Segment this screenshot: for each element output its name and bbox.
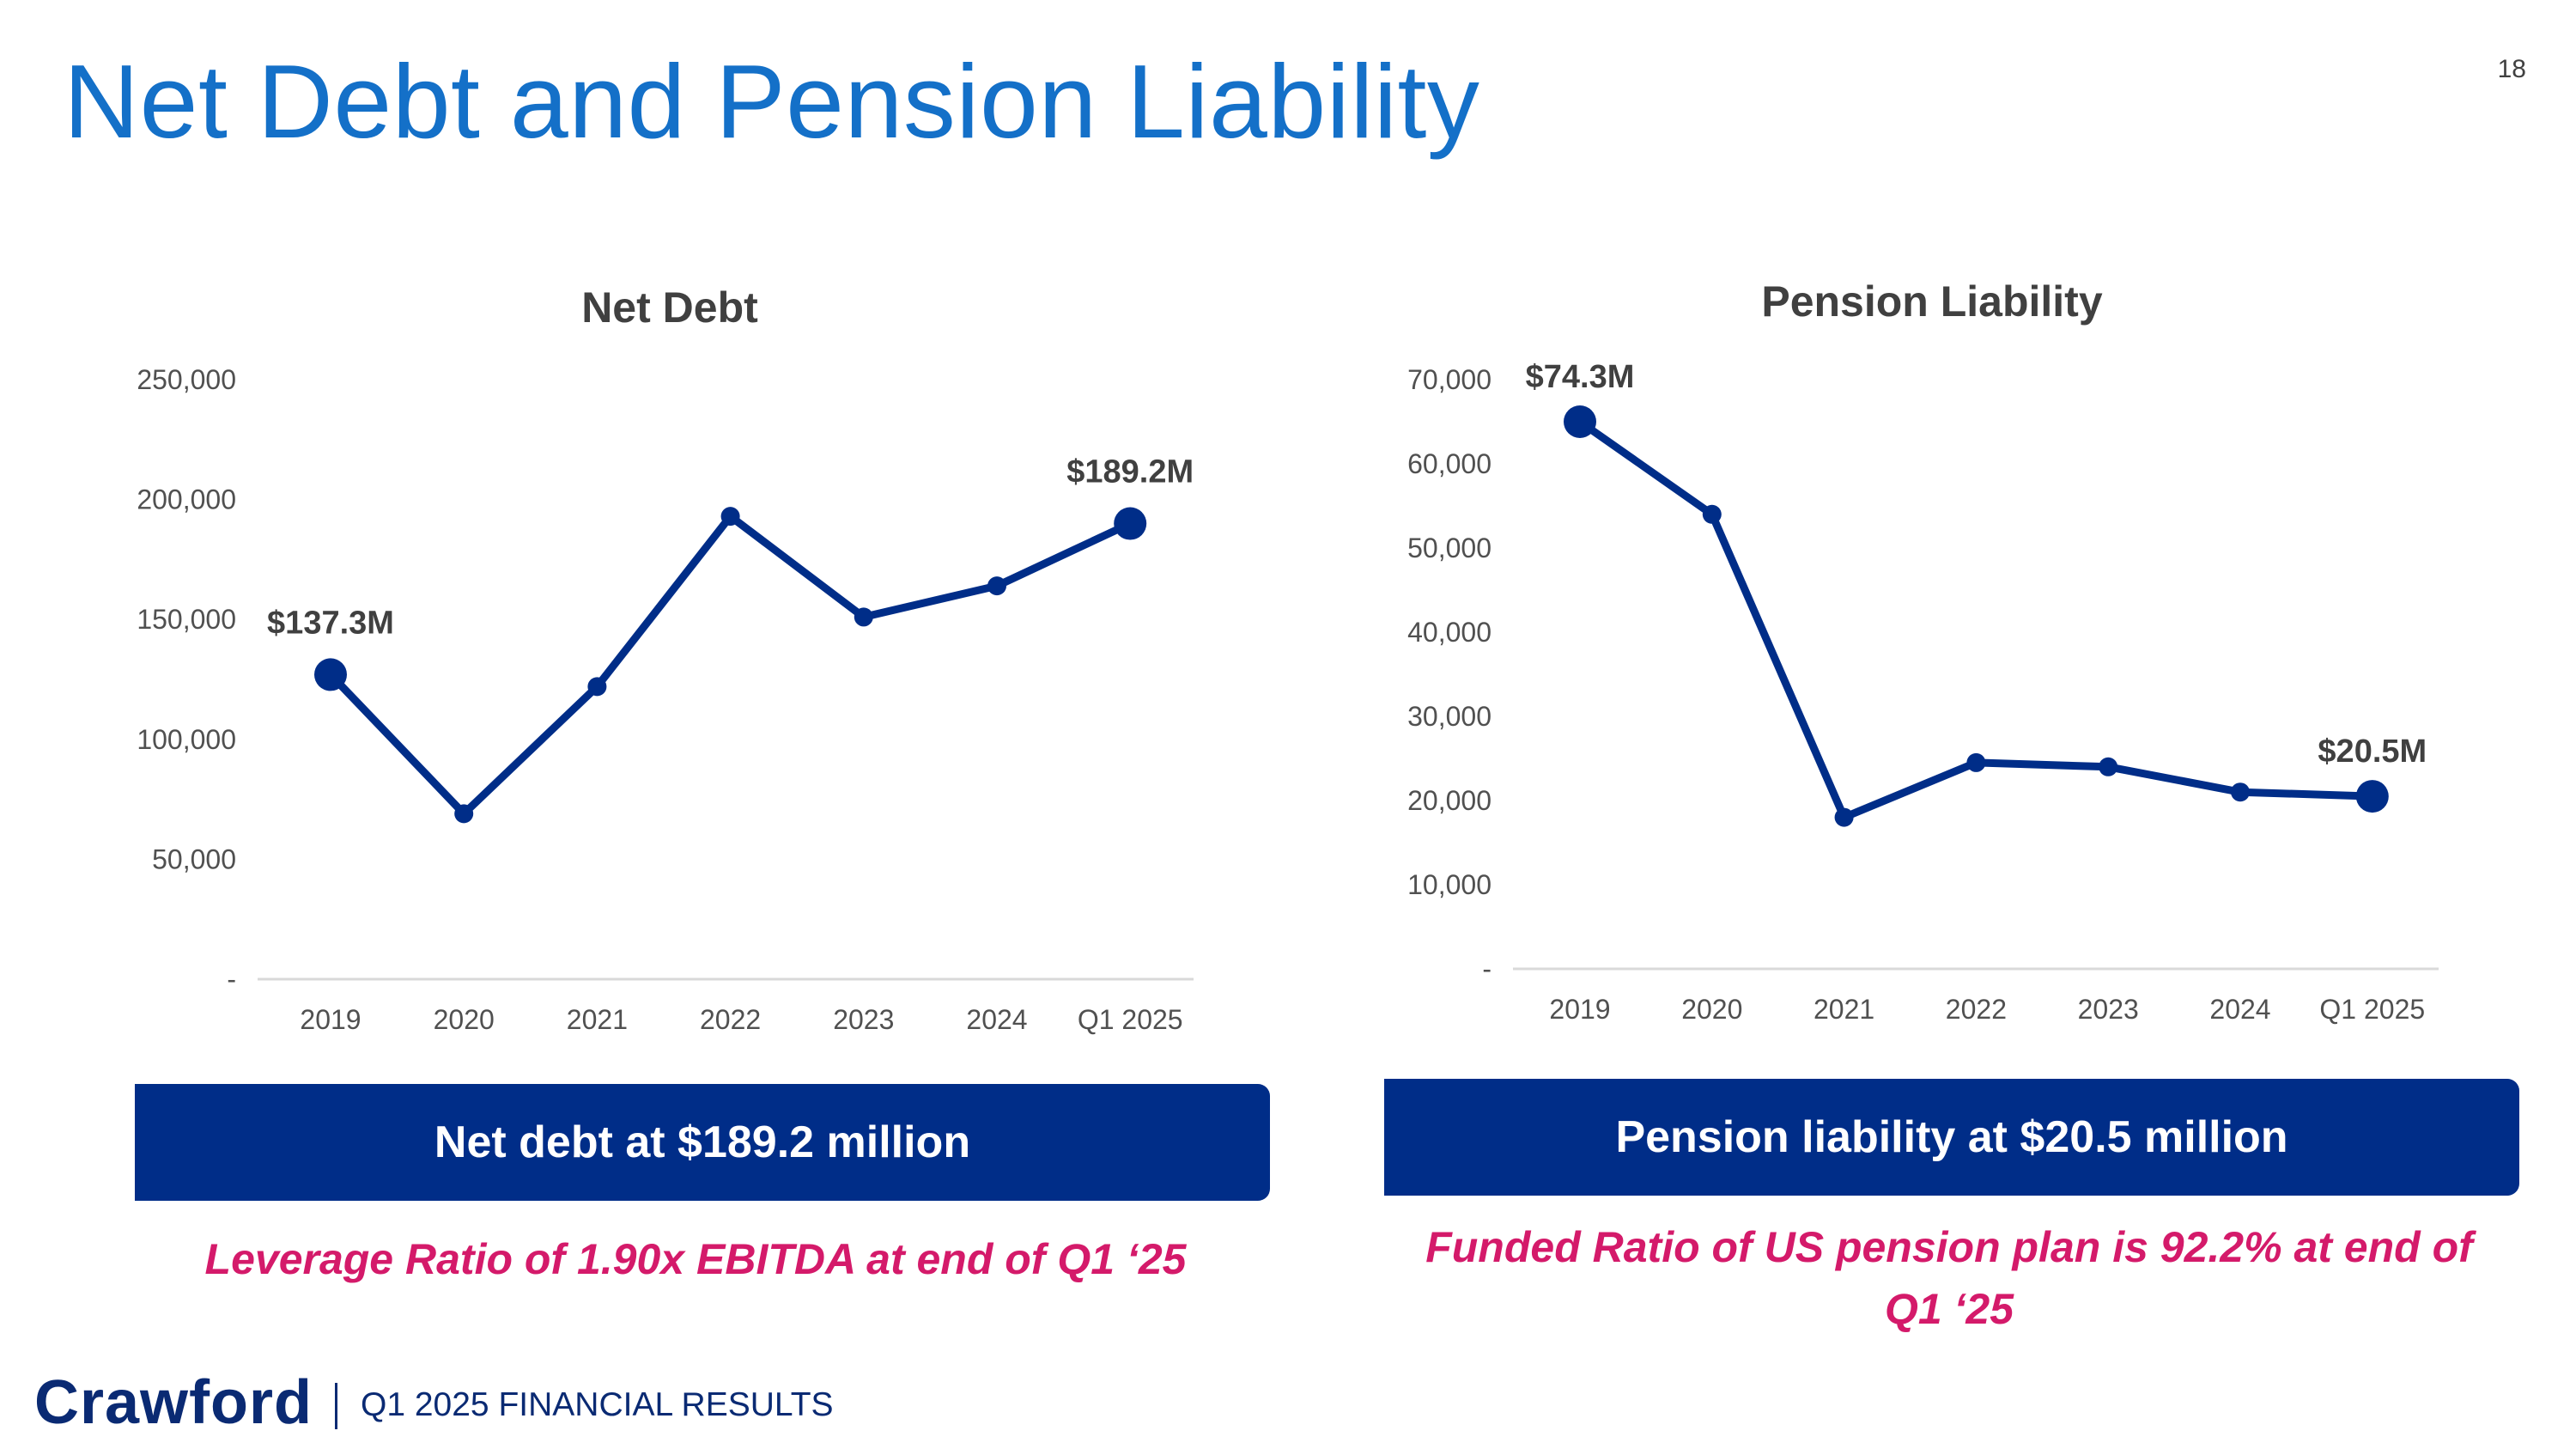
funded-ratio-note: Funded Ratio of US pension plan is 92.2%…: [1425, 1223, 2473, 1333]
pension-chart-title: Pension Liability: [1761, 277, 2102, 326]
pension-data-point: [1966, 752, 1986, 772]
net-debt-y-tick-label: -: [227, 964, 236, 995]
pension-y-tick-label: 40,000: [1407, 617, 1492, 648]
net-debt-chart-title: Net Debt: [581, 283, 758, 332]
net-debt-y-tick-label: 150,000: [137, 604, 236, 635]
pension-data-point: [2355, 780, 2389, 813]
footer-divider: [335, 1383, 337, 1429]
pension-y-tick-label: 30,000: [1407, 701, 1492, 732]
footer-text: Q1 2025 FINANCIAL RESULTS: [361, 1386, 834, 1423]
net-debt-data-point: [1114, 507, 1147, 540]
net-debt-x-tick-label: 2019: [300, 1004, 361, 1035]
page-number: 18: [2497, 55, 2526, 83]
net-debt-x-tick-label: Q1 2025: [1078, 1004, 1183, 1035]
net-debt-y-tick-label: 250,000: [137, 364, 236, 395]
pension-y-tick-label: 60,000: [1407, 448, 1492, 479]
pension-y-tick-label: -: [1482, 953, 1492, 984]
pension-x-tick-label: 2023: [2078, 994, 2139, 1025]
net-debt-data-point: [854, 607, 873, 627]
net-debt-x-tick-label: 2023: [833, 1004, 894, 1035]
net-debt-series-line: [326, 512, 1134, 818]
net-debt-data-point: [314, 658, 347, 691]
pension-data-label: $74.3M: [1526, 359, 1635, 395]
net-debt-data-point: [987, 576, 1006, 596]
pension-y-tick-label: 50,000: [1407, 533, 1492, 563]
net-debt-data-label: $189.2M: [1066, 454, 1194, 490]
net-debt-x-tick-label: 2022: [700, 1004, 761, 1035]
net-debt-y-tick-label: 200,000: [137, 484, 236, 515]
net-debt-y-tick-label: 100,000: [137, 724, 236, 755]
page-title: Net Debt and Pension Liability: [64, 43, 1480, 160]
pension-y-tick-label: 10,000: [1407, 869, 1492, 900]
pension-x-tick-label: 2022: [1946, 994, 2007, 1025]
pension-x-tick-label: 2019: [1549, 994, 1610, 1025]
net-debt-data-point: [454, 804, 474, 824]
pension-data-point: [1564, 405, 1596, 438]
net-debt-y-tick-label: 50,000: [152, 843, 236, 874]
pension-x-tick-label: 2020: [1681, 994, 1742, 1025]
leverage-ratio-note: Leverage Ratio of 1.90x EBITDA at end of…: [204, 1235, 1187, 1283]
net-debt-banner: Net debt at $189.2 million: [135, 1084, 1270, 1201]
pension-y-tick-label: 20,000: [1407, 785, 1492, 816]
pension-data-label: $20.5M: [2318, 734, 2427, 770]
net-debt-data-point: [587, 677, 607, 697]
pension-data-point: [2099, 757, 2118, 776]
pension-x-tick-label: Q1 2025: [2319, 994, 2425, 1025]
net-debt-x-tick-label: 2021: [567, 1004, 628, 1035]
net-debt-data-label: $137.3M: [267, 605, 394, 641]
pension-data-point: [1702, 504, 1722, 524]
pension-x-tick-label: 2024: [2209, 994, 2270, 1025]
net-debt-x-tick-label: 2024: [966, 1004, 1027, 1035]
pension-data-point: [2231, 782, 2250, 802]
crawford-logo: Crawford: [34, 1368, 313, 1437]
pension-y-tick-label: 70,000: [1407, 364, 1492, 395]
pension-data-point: [1834, 807, 1854, 827]
net-debt-data-point: [720, 507, 740, 527]
pension-liability-banner: Pension liability at $20.5 million: [1384, 1079, 2519, 1196]
pension-x-tick-label: 2021: [1814, 994, 1874, 1025]
net-debt-x-tick-label: 2020: [434, 1004, 495, 1035]
